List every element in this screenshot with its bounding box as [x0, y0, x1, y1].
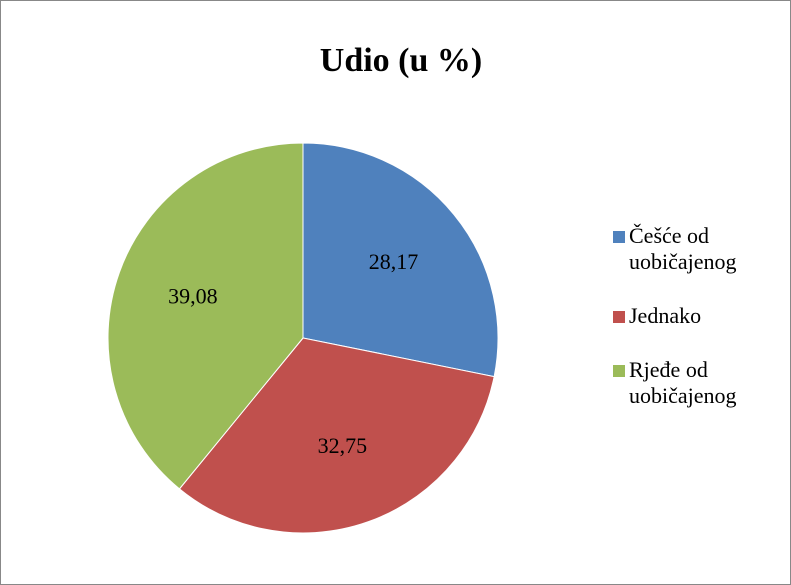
legend: Češće od uobičajenog Jednako Rjeđe od uobi… [607, 223, 782, 437]
data-label: 32,75 [318, 433, 368, 458]
legend-label: Rjeđe od uobičajenog [629, 357, 737, 408]
data-label: 39,08 [168, 284, 218, 309]
pie-slice [178, 337, 495, 534]
legend-label: Jednako [629, 303, 702, 328]
chart-title: Udio (u %) [320, 42, 482, 79]
pie-slice [107, 142, 304, 490]
pie-slice [302, 142, 499, 378]
legend-item: Jednako [607, 303, 782, 329]
legend-label: Češće od uobičajenog [629, 223, 737, 274]
legend-item: Rjeđe od uobičajenog [607, 357, 782, 409]
legend-swatch [613, 311, 625, 323]
legend-swatch [613, 231, 625, 243]
data-label: 28,17 [369, 249, 419, 274]
legend-swatch [613, 365, 625, 377]
legend-item: Češće od uobičajenog [607, 223, 782, 275]
